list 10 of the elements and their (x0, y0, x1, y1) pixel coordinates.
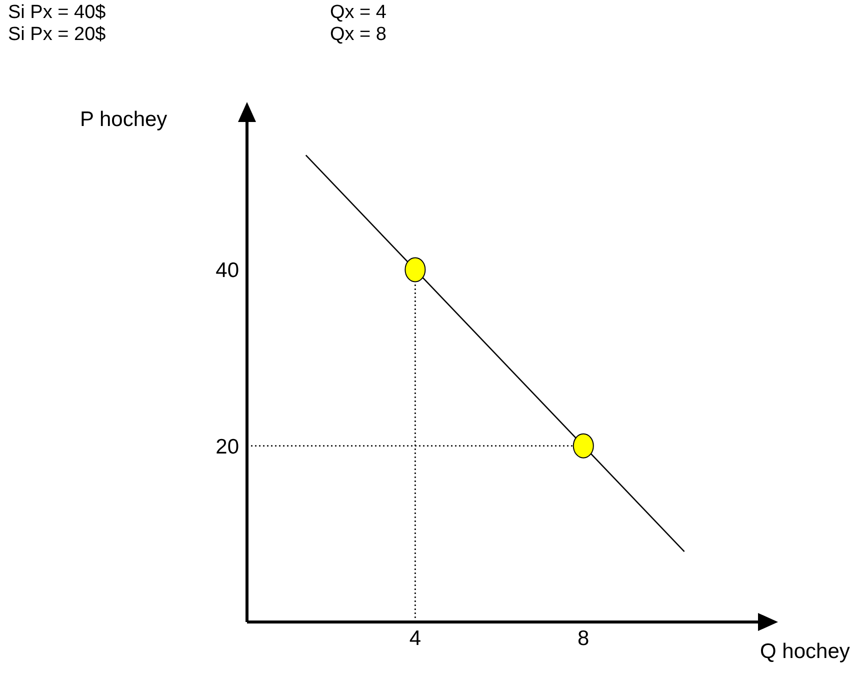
y-tick-label: 40 (216, 259, 239, 282)
text: Qx = 4 (330, 2, 386, 24)
text: Qx = 8 (330, 24, 386, 46)
x-axis-title: Q hochey (760, 640, 850, 664)
x-tick-label: 8 (578, 626, 590, 650)
y-tick-label: 20 (216, 435, 239, 458)
y-axis-title: P hochey (80, 108, 168, 132)
x-tick-label: 4 (409, 626, 422, 650)
text: Si Px = 20$ (8, 24, 106, 46)
text: Si Px = 40$ (8, 2, 106, 24)
